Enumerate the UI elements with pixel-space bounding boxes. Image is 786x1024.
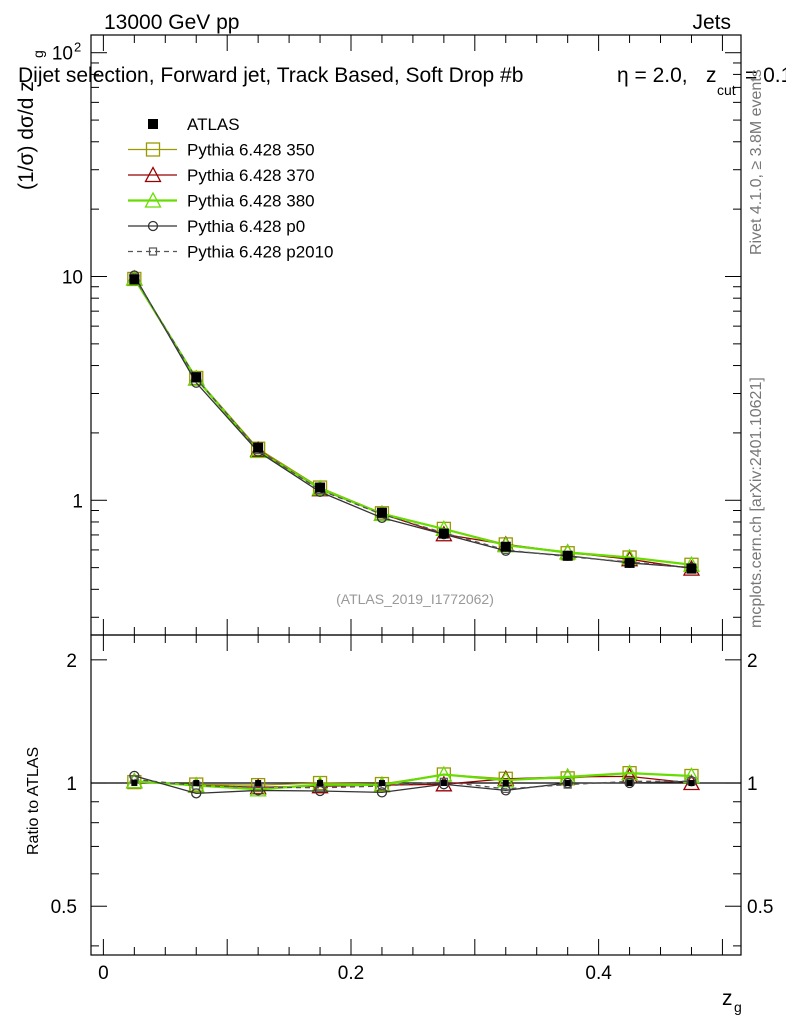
- series-pythia-6-428-370: [125, 269, 701, 795]
- ratio-panel-frame: [90, 634, 742, 956]
- series-pythia-6-428-350: [127, 271, 699, 793]
- ratio-point: [376, 787, 388, 798]
- legend-label: Pythia 6.428 370: [187, 166, 315, 185]
- ratio-point: [378, 780, 385, 787]
- ratio-point: [193, 780, 200, 787]
- ratio-point: [620, 764, 639, 781]
- header-right: Jets: [692, 11, 731, 34]
- rivet-label: Rivet 4.1.0, ≥ 3.8M events: [748, 69, 765, 255]
- data-point: [191, 372, 202, 383]
- x-tick-label: 0.4: [585, 963, 612, 984]
- x-tick-label: 0: [98, 963, 109, 984]
- legend-marker: [145, 142, 161, 157]
- series-line-ratio: [134, 775, 692, 794]
- data-point: [624, 557, 635, 568]
- header-left: 13000 GeV pp: [104, 11, 239, 34]
- series-pythia-6-428-380: [125, 269, 701, 797]
- data-point: [376, 507, 387, 518]
- param-z: z: [706, 64, 717, 87]
- ratio-point: [564, 780, 571, 787]
- series-line-main: [133, 277, 692, 569]
- ratio-point: [497, 771, 515, 788]
- ratio-point: [502, 780, 509, 787]
- y-axis-label-ratio: Ratio to ATLAS: [25, 747, 42, 855]
- y-tick-label-ratio: 2: [66, 651, 77, 672]
- mcplots-label: mcplots.cern.ch [arXiv:2401.10621]: [748, 377, 765, 628]
- ratio-point: [317, 780, 324, 787]
- param-z-value: = 0.1: [745, 64, 786, 87]
- plot-title: Dijet selection, Forward jet, Track Base…: [18, 64, 523, 87]
- series-line-main: [133, 275, 692, 569]
- legend-marker: [148, 247, 158, 256]
- series-line-ratio: [134, 778, 692, 790]
- legend-marker: [147, 220, 159, 232]
- y-tick-label-main-exponent: 2: [74, 40, 81, 55]
- legend-entry: Pythia 6.428 370: [128, 166, 315, 185]
- y-axis-label-main: (1/σ) dσ/d z: [15, 81, 38, 190]
- legend-label: Pythia 6.428 380: [187, 192, 315, 211]
- x-tick-label: 0.2: [338, 963, 364, 984]
- analysis-watermark: (ATLAS_2019_I1772062): [336, 591, 494, 607]
- data-point: [253, 442, 264, 453]
- legend-entry: Pythia 6.428 350: [128, 141, 315, 160]
- ratio-point: [688, 780, 695, 787]
- y-tick-label-main: 1: [72, 491, 83, 512]
- param-eta: η = 2.0,: [617, 64, 688, 87]
- series-atlas: [129, 274, 697, 787]
- y-tick-label-ratio-right: 2: [747, 651, 758, 672]
- series-pythia-6-428-p0: [129, 270, 697, 799]
- data-point: [500, 541, 511, 552]
- y-tick-label-ratio-right: 1: [747, 774, 758, 795]
- legend-entry: Pythia 6.428 p2010: [128, 243, 334, 262]
- y-axis-label-main-sub: g: [30, 50, 46, 58]
- ratio-point: [626, 780, 633, 787]
- series-line-main: [133, 278, 692, 570]
- legend-marker: [148, 119, 158, 129]
- legend-label: Pythia 6.428 p2010: [187, 243, 334, 262]
- ratio-point: [624, 777, 635, 789]
- legend-entry: Pythia 6.428 p0: [128, 217, 305, 236]
- data-point: [438, 528, 449, 539]
- data-point: [686, 563, 697, 574]
- data-point: [315, 482, 326, 493]
- ratio-point: [438, 779, 450, 790]
- series-pythia-6-428-p2010: [130, 273, 696, 793]
- y-tick-label-main: 10: [52, 44, 73, 65]
- ratio-point: [314, 785, 326, 797]
- x-axis-label-sub: g: [734, 999, 742, 1015]
- param-z-sub: cut: [717, 82, 736, 98]
- y-tick-label-ratio: 0.5: [51, 897, 77, 918]
- y-tick-label-ratio: 1: [66, 774, 77, 795]
- legend-label: Pythia 6.428 350: [187, 141, 315, 160]
- legend-marker: [144, 191, 162, 208]
- y-tick-label-ratio-right: 0.5: [747, 897, 773, 918]
- legend-label: ATLAS: [187, 115, 240, 134]
- data-point: [129, 274, 140, 285]
- ratio-point: [131, 780, 138, 787]
- legend-label: Pythia 6.428 p0: [187, 217, 305, 236]
- legend-entry: Pythia 6.428 380: [128, 192, 315, 211]
- data-point: [562, 550, 573, 561]
- ratio-point: [440, 780, 447, 787]
- y-tick-label-main: 10: [62, 267, 83, 288]
- legend-entry: ATLAS: [148, 115, 240, 134]
- x-axis-label: z: [722, 987, 733, 1010]
- legend-marker: [144, 166, 162, 183]
- series-line-main: [133, 277, 692, 566]
- series-line-ratio: [134, 772, 692, 791]
- ratio-point: [255, 780, 262, 787]
